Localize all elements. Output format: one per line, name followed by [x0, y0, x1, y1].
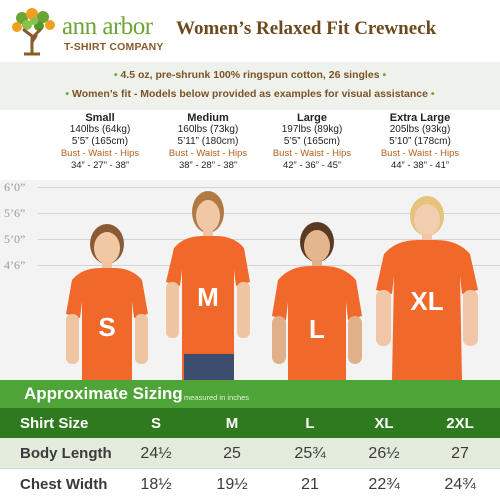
- row-label: Shirt Size: [20, 415, 89, 432]
- shirt-size-letter: L: [309, 314, 325, 344]
- model-height: 5’10” (178cm): [389, 136, 451, 147]
- model-measurements: 38” - 28” - 38”: [178, 160, 238, 171]
- model-height: 5’11” (180cm): [177, 136, 239, 147]
- shirt-size-letter: S: [98, 312, 115, 342]
- model-spec-extra-large: Extra Large 205lbs (93kg) 5’10” (178cm) …: [360, 112, 480, 172]
- table-cell: 25: [223, 445, 241, 462]
- model-spec-large: Large 197lbs (89kg) 5’5” (165cm) Bust - …: [252, 112, 372, 172]
- row-label: Chest Width: [20, 476, 108, 493]
- bullet-icon: •: [427, 88, 435, 100]
- model-spec-medium: Medium 160lbs (73kg) 5’11” (180cm) Bust …: [148, 112, 268, 172]
- measurements-label: Bust - Waist - Hips: [272, 148, 352, 159]
- sizing-note: measured in inches: [184, 393, 250, 402]
- table-cell: 24½: [140, 445, 172, 462]
- sizing-row-chest-width: Chest Width 18½ 19½ 21 22¾ 24¾: [0, 468, 500, 499]
- model-size: Large: [297, 112, 327, 124]
- table-cell: 26½: [368, 445, 400, 462]
- height-line: [38, 265, 500, 266]
- table-cell: 22¾: [368, 476, 400, 493]
- features-band: • 4.5 oz, pre-shrunk 100% ringspun cotto…: [0, 62, 500, 110]
- size-header-cell: S: [150, 415, 161, 432]
- height-label: 6’0”: [4, 180, 26, 194]
- height-label: 5’6”: [4, 206, 26, 220]
- sizing-table-header: Approximate Sizing measured in inches: [0, 380, 500, 408]
- model-size: Extra Large: [389, 112, 451, 124]
- header: ann arbor T-SHIRT COMPANY Women’s Relaxe…: [0, 0, 500, 62]
- model-weight: 197lbs (89kg): [281, 124, 343, 135]
- model-weight: 160lbs (73kg): [177, 124, 239, 135]
- model-size: Small: [85, 112, 115, 124]
- measurements-label: Bust - Waist - Hips: [380, 148, 460, 159]
- model-weight: 140lbs (64kg): [69, 124, 131, 135]
- feature-text: 4.5 oz, pre-shrunk 100% ringspun cotton,…: [120, 69, 380, 81]
- model-height: 5’5” (165cm): [71, 136, 129, 147]
- model-size: Medium: [187, 112, 229, 124]
- table-cell: 25¾: [294, 445, 326, 462]
- model-measurements: 44” - 38” - 41”: [390, 160, 450, 171]
- page-title: Women’s Relaxed Fit Crewneck: [176, 18, 437, 39]
- table-cell: 27: [451, 445, 469, 462]
- model-height: 5’5” (165cm): [283, 136, 341, 147]
- row-label: Body Length: [20, 445, 112, 462]
- size-header-cell: L: [305, 415, 315, 432]
- shirt-size-letter: XL: [410, 286, 443, 316]
- model-weight: 205lbs (93kg): [389, 124, 451, 135]
- table-cell: 19½: [216, 476, 248, 493]
- measurements-label: Bust - Waist - Hips: [168, 148, 248, 159]
- model-specs: Small 140lbs (64kg) 5’5” (165cm) Bust - …: [0, 112, 500, 182]
- feature-line: • Women’s fit - Models below provided as…: [0, 88, 500, 100]
- logo-subtitle: T-SHIRT COMPANY: [64, 41, 164, 53]
- height-line: [38, 239, 500, 240]
- bullet-icon: •: [113, 69, 121, 81]
- model-medium-figure: M: [166, 191, 250, 380]
- height-line: [38, 213, 500, 214]
- model-measurements: 34” - 27” - 38”: [70, 160, 130, 171]
- height-label: 5’0”: [4, 232, 26, 246]
- table-cell: 18½: [140, 476, 172, 493]
- bullet-icon: •: [379, 69, 387, 81]
- logo-wordmark: ann arbor: [62, 13, 153, 40]
- height-line: [38, 187, 500, 188]
- shirt-size-letter: M: [197, 282, 219, 312]
- measurements-label: Bust - Waist - Hips: [60, 148, 140, 159]
- model-photo: 6’0” 5’6” 5’0” 4’6” S M L: [0, 180, 500, 380]
- model-small-figure: S: [66, 224, 148, 380]
- table-cell: 24¾: [444, 476, 476, 493]
- size-header-cell: M: [225, 415, 239, 432]
- height-label: 4’6”: [4, 258, 26, 272]
- table-cell: 21: [301, 476, 319, 493]
- sizing-row-sizes: Shirt Size S M L XL 2XL: [0, 408, 500, 439]
- tree-logo-icon: [12, 8, 55, 56]
- model-spec-small: Small 140lbs (64kg) 5’5” (165cm) Bust - …: [40, 112, 160, 172]
- bullet-icon: •: [65, 88, 73, 100]
- model-measurements: 42” - 36” - 45”: [282, 160, 342, 171]
- model-extra-large-figure: XL: [376, 196, 478, 380]
- sizing-row-body-length: Body Length 24½ 25 25¾ 26½ 27: [0, 438, 500, 469]
- sizing-title: Approximate Sizing: [24, 384, 183, 403]
- model-large-figure: L: [272, 222, 362, 380]
- brand-logo[interactable]: ann arbor T-SHIRT COMPANY: [4, 6, 174, 58]
- size-header-cell: 2XL: [446, 415, 474, 432]
- size-header-cell: XL: [374, 415, 394, 432]
- feature-line: • 4.5 oz, pre-shrunk 100% ringspun cotto…: [0, 69, 500, 81]
- feature-text: Women’s fit - Models below provided as e…: [72, 88, 428, 100]
